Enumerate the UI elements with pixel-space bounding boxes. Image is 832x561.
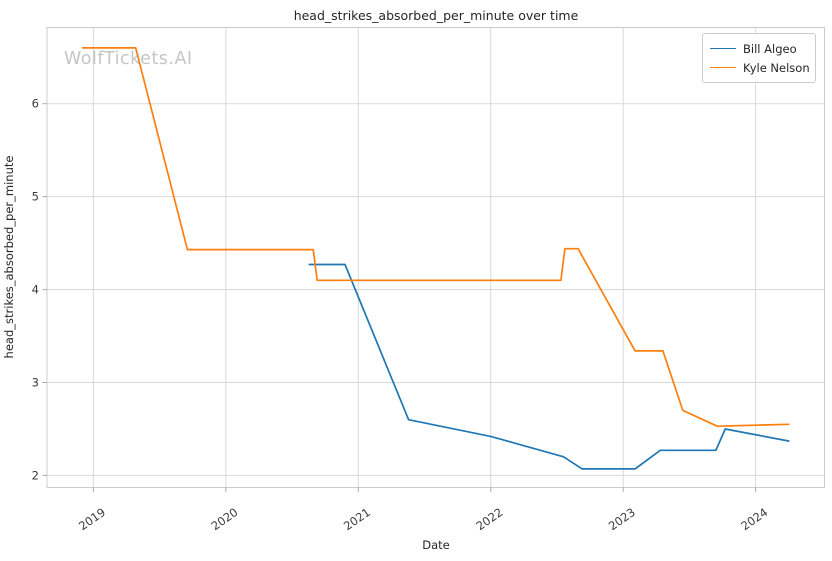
legend-item-bill-algeo: Bill Algeo — [710, 39, 807, 58]
y-tick-label: 4 — [32, 283, 39, 297]
watermark: WolfTickets.AI — [64, 49, 193, 69]
series-line-kyle-nelson — [81, 47, 790, 428]
x-axis-label: Date — [422, 538, 450, 552]
legend: Bill Algeo Kyle Nelson — [702, 33, 816, 83]
legend-label: Bill Algeo — [743, 41, 797, 56]
x-tick-label: 2024 — [738, 505, 770, 533]
legend-item-kyle-nelson: Kyle Nelson — [710, 58, 810, 77]
x-tick-label: 2021 — [341, 505, 373, 533]
y-tick-label: 3 — [32, 375, 39, 389]
legend-line-swatch-orange — [710, 67, 736, 68]
x-tick-label: 2020 — [209, 505, 241, 533]
y-tick-label: 6 — [32, 97, 39, 111]
series-line-bill-algeo — [308, 263, 790, 470]
y-tick-label: 5 — [32, 190, 39, 204]
chart-title: head_strikes_absorbed_per_minute over ti… — [293, 8, 579, 23]
plot-border — [46, 27, 825, 488]
y-tick-label: 2 — [32, 468, 39, 482]
y-axis-label: head_strikes_absorbed_per_minute — [2, 155, 16, 359]
legend-line-swatch-blue — [710, 48, 736, 49]
x-tick-label: 2019 — [76, 505, 108, 533]
legend-label: Kyle Nelson — [743, 60, 810, 75]
x-tick-label: 2023 — [606, 505, 638, 533]
x-tick-label: 2022 — [473, 505, 505, 533]
